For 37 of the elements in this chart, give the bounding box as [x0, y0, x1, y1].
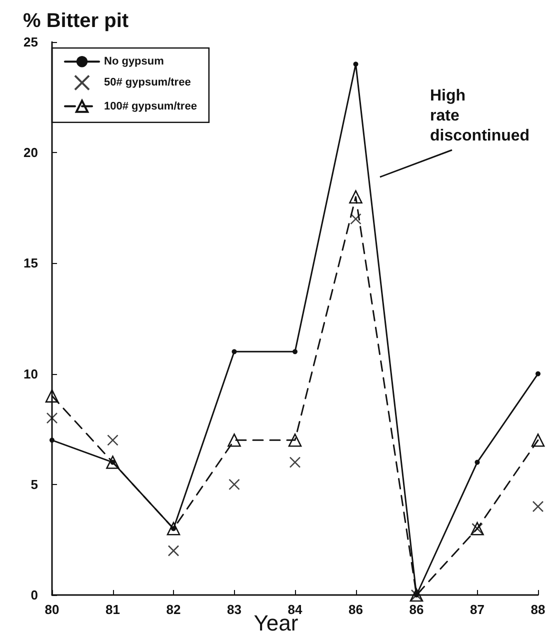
point	[353, 62, 358, 67]
x-tick-label: 86	[409, 602, 424, 617]
x-tick-label: 82	[166, 602, 181, 617]
point	[50, 438, 54, 443]
legend-label: 50# gypsum/tree	[104, 76, 191, 89]
point	[228, 434, 241, 447]
y-tick-label: 15	[24, 256, 38, 271]
legend-label: No gypsum	[104, 56, 164, 68]
point	[292, 349, 298, 354]
point	[228, 478, 240, 490]
x-tick-label: 87	[470, 602, 484, 617]
y-tick-label: 25	[24, 34, 38, 50]
point	[232, 349, 237, 354]
point	[532, 500, 544, 512]
x-tick-label: 83	[227, 602, 242, 617]
x-tick-label: 86	[348, 602, 363, 617]
point	[46, 412, 58, 424]
point	[289, 456, 301, 468]
point	[45, 389, 59, 403]
annotation: High rate discontinued	[430, 88, 530, 144]
x-tick-label: 80	[44, 602, 60, 617]
x-tick-label: 81	[106, 602, 120, 617]
point	[474, 460, 480, 465]
point	[168, 545, 180, 556]
point	[107, 434, 118, 446]
y-tick-label: 5	[30, 476, 38, 492]
x-tick-label: 88	[530, 602, 546, 617]
point	[531, 434, 545, 447]
point	[288, 434, 302, 447]
y-tick-label: 0	[30, 588, 38, 602]
y-tick-label: 10	[24, 366, 38, 382]
point	[350, 213, 362, 225]
point	[349, 190, 362, 204]
legend-label: 100# gypsum/tree	[104, 100, 197, 112]
y-tick-label: 20	[24, 145, 38, 160]
chart-title: % Bitter pit	[23, 10, 129, 32]
point	[536, 371, 540, 376]
